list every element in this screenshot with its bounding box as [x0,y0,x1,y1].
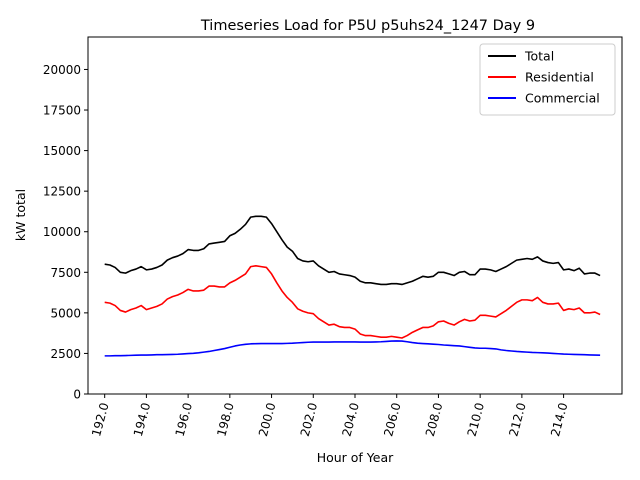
x-tick-label: 214.0 [548,401,570,438]
legend-label-residential: Residential [525,70,594,85]
y-tick-label: 17500 [43,104,81,118]
series-line-commercial [104,340,601,357]
y-tick-label: 20000 [43,63,81,77]
y-tick-label: 15000 [43,144,81,158]
x-tick-label: 196.0 [173,401,195,438]
x-tick-label: 212.0 [506,401,528,438]
x-tick-label: 194.0 [131,401,153,438]
x-tick-label: 208.0 [423,401,445,438]
legend-label-total: Total [524,49,554,64]
x-tick-label: 200.0 [256,401,278,438]
series-line-total [104,215,601,286]
x-tick-label: 210.0 [465,401,487,438]
plot-area [104,215,601,357]
y-tick-label: 10000 [43,225,81,239]
x-tick-label: 198.0 [214,401,236,438]
y-tick-label: 7500 [50,266,81,280]
x-axis-label: Hour of Year [317,450,394,465]
chart-title: Timeseries Load for P5U p5uhs24_1247 Day… [200,18,535,34]
y-tick-label: 12500 [43,185,81,199]
x-axis-ticks: 192.0 194.0 196.0 198.0 200.0 202.0 204.0 206.0… [89,394,570,438]
x-tick-label: 206.0 [381,401,403,438]
y-axis-ticks: 0 2500 5000 7500 10000 12500 15000 17500 20000 [43,63,88,402]
y-axis-label: kW total [13,189,28,241]
series-line-residential [104,264,601,339]
legend: Total Residential Commercial [479,43,616,116]
y-tick-label: 0 [73,388,81,402]
x-tick-label: 204.0 [339,401,361,438]
y-tick-label: 5000 [50,306,81,320]
x-tick-label: 192.0 [89,401,111,438]
x-tick-label: 202.0 [298,401,320,438]
y-tick-label: 2500 [50,347,81,361]
legend-label-commercial: Commercial [525,91,600,106]
